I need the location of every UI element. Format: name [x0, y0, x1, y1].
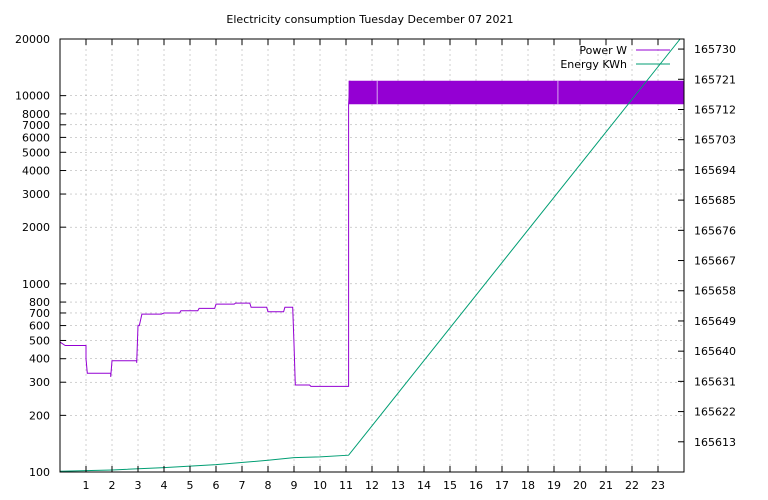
- y-left-tick-label: 200: [29, 409, 50, 422]
- x-tick-label: 4: [161, 479, 168, 492]
- y-right-tick-label: 165712: [694, 103, 736, 116]
- y-left-tick-label: 100: [29, 466, 50, 479]
- x-tick-label: 6: [213, 479, 220, 492]
- axis-ticks: 1 2 3 4 5 6 7 8 9 10 11 12 13 14 15 16 17 18 19 20 21 22 23100…: [15, 33, 736, 492]
- series-layer: [59, 38, 684, 472]
- y-right-tick-label: 165721: [694, 73, 736, 86]
- chart-title: Electricity consumption Tuesday December…: [226, 13, 513, 26]
- power-series-line: [59, 80, 351, 387]
- x-tick-label: 10: [313, 479, 327, 492]
- x-tick-label: 19: [547, 479, 561, 492]
- y-right-tick-label: 165685: [694, 194, 736, 207]
- x-tick-label: 13: [391, 479, 405, 492]
- y-left-tick-label: 4000: [22, 165, 50, 178]
- x-tick-label: 8: [265, 479, 272, 492]
- x-tick-label: 12: [365, 479, 379, 492]
- y-right-tick-label: 165613: [694, 436, 736, 449]
- y-left-tick-label: 5000: [22, 146, 50, 159]
- y-right-tick-label: 165640: [694, 345, 736, 358]
- x-tick-label: 7: [239, 479, 246, 492]
- y-left-tick-label: 10000: [15, 90, 50, 103]
- x-tick-label: 16: [469, 479, 483, 492]
- energy-series-line: [59, 38, 681, 472]
- y-left-tick-label: 300: [29, 376, 50, 389]
- y-right-tick-label: 165622: [694, 406, 736, 419]
- y-left-tick-label: 20000: [15, 33, 50, 46]
- y-right-tick-label: 165730: [694, 43, 736, 56]
- y-left-tick-label: 2000: [22, 221, 50, 234]
- legend: Power W Energy KWh: [560, 44, 670, 71]
- x-tick-label: 17: [495, 479, 509, 492]
- y-left-tick-label: 500: [29, 334, 50, 347]
- y-right-tick-label: 165658: [694, 285, 736, 298]
- legend-label-power: Power W: [579, 44, 627, 57]
- grid-lines: [60, 39, 684, 472]
- x-tick-label: 2: [109, 479, 116, 492]
- y-right-tick-label: 165694: [694, 164, 736, 177]
- y-left-tick-label: 6000: [22, 131, 50, 144]
- y-left-tick-label: 700: [29, 307, 50, 320]
- x-tick-label: 1: [83, 479, 90, 492]
- power-band: [348, 80, 684, 105]
- x-tick-label: 20: [573, 479, 587, 492]
- y-right-tick-label: 165703: [694, 134, 736, 147]
- y-left-tick-label: 600: [29, 320, 50, 333]
- x-tick-label: 14: [417, 479, 431, 492]
- y-right-tick-label: 165649: [694, 315, 736, 328]
- x-tick-label: 3: [135, 479, 142, 492]
- y-right-tick-label: 165667: [694, 255, 736, 268]
- y-left-tick-label: 1000: [22, 278, 50, 291]
- x-tick-label: 21: [599, 479, 613, 492]
- y-right-tick-label: 165676: [694, 224, 736, 237]
- x-tick-label: 11: [339, 479, 353, 492]
- x-tick-label: 9: [291, 479, 298, 492]
- x-tick-label: 5: [187, 479, 194, 492]
- y-left-tick-label: 800: [29, 296, 50, 309]
- y-left-tick-label: 3000: [22, 188, 50, 201]
- x-tick-label: 22: [625, 479, 639, 492]
- y-left-tick-label: 7000: [22, 119, 50, 132]
- y-right-tick-label: 165631: [694, 375, 736, 388]
- legend-label-energy: Energy KWh: [560, 58, 627, 71]
- x-tick-label: 18: [521, 479, 535, 492]
- y-left-tick-label: 400: [29, 353, 50, 366]
- x-tick-label: 23: [651, 479, 665, 492]
- x-tick-label: 15: [443, 479, 457, 492]
- y-left-tick-label: 8000: [22, 108, 50, 121]
